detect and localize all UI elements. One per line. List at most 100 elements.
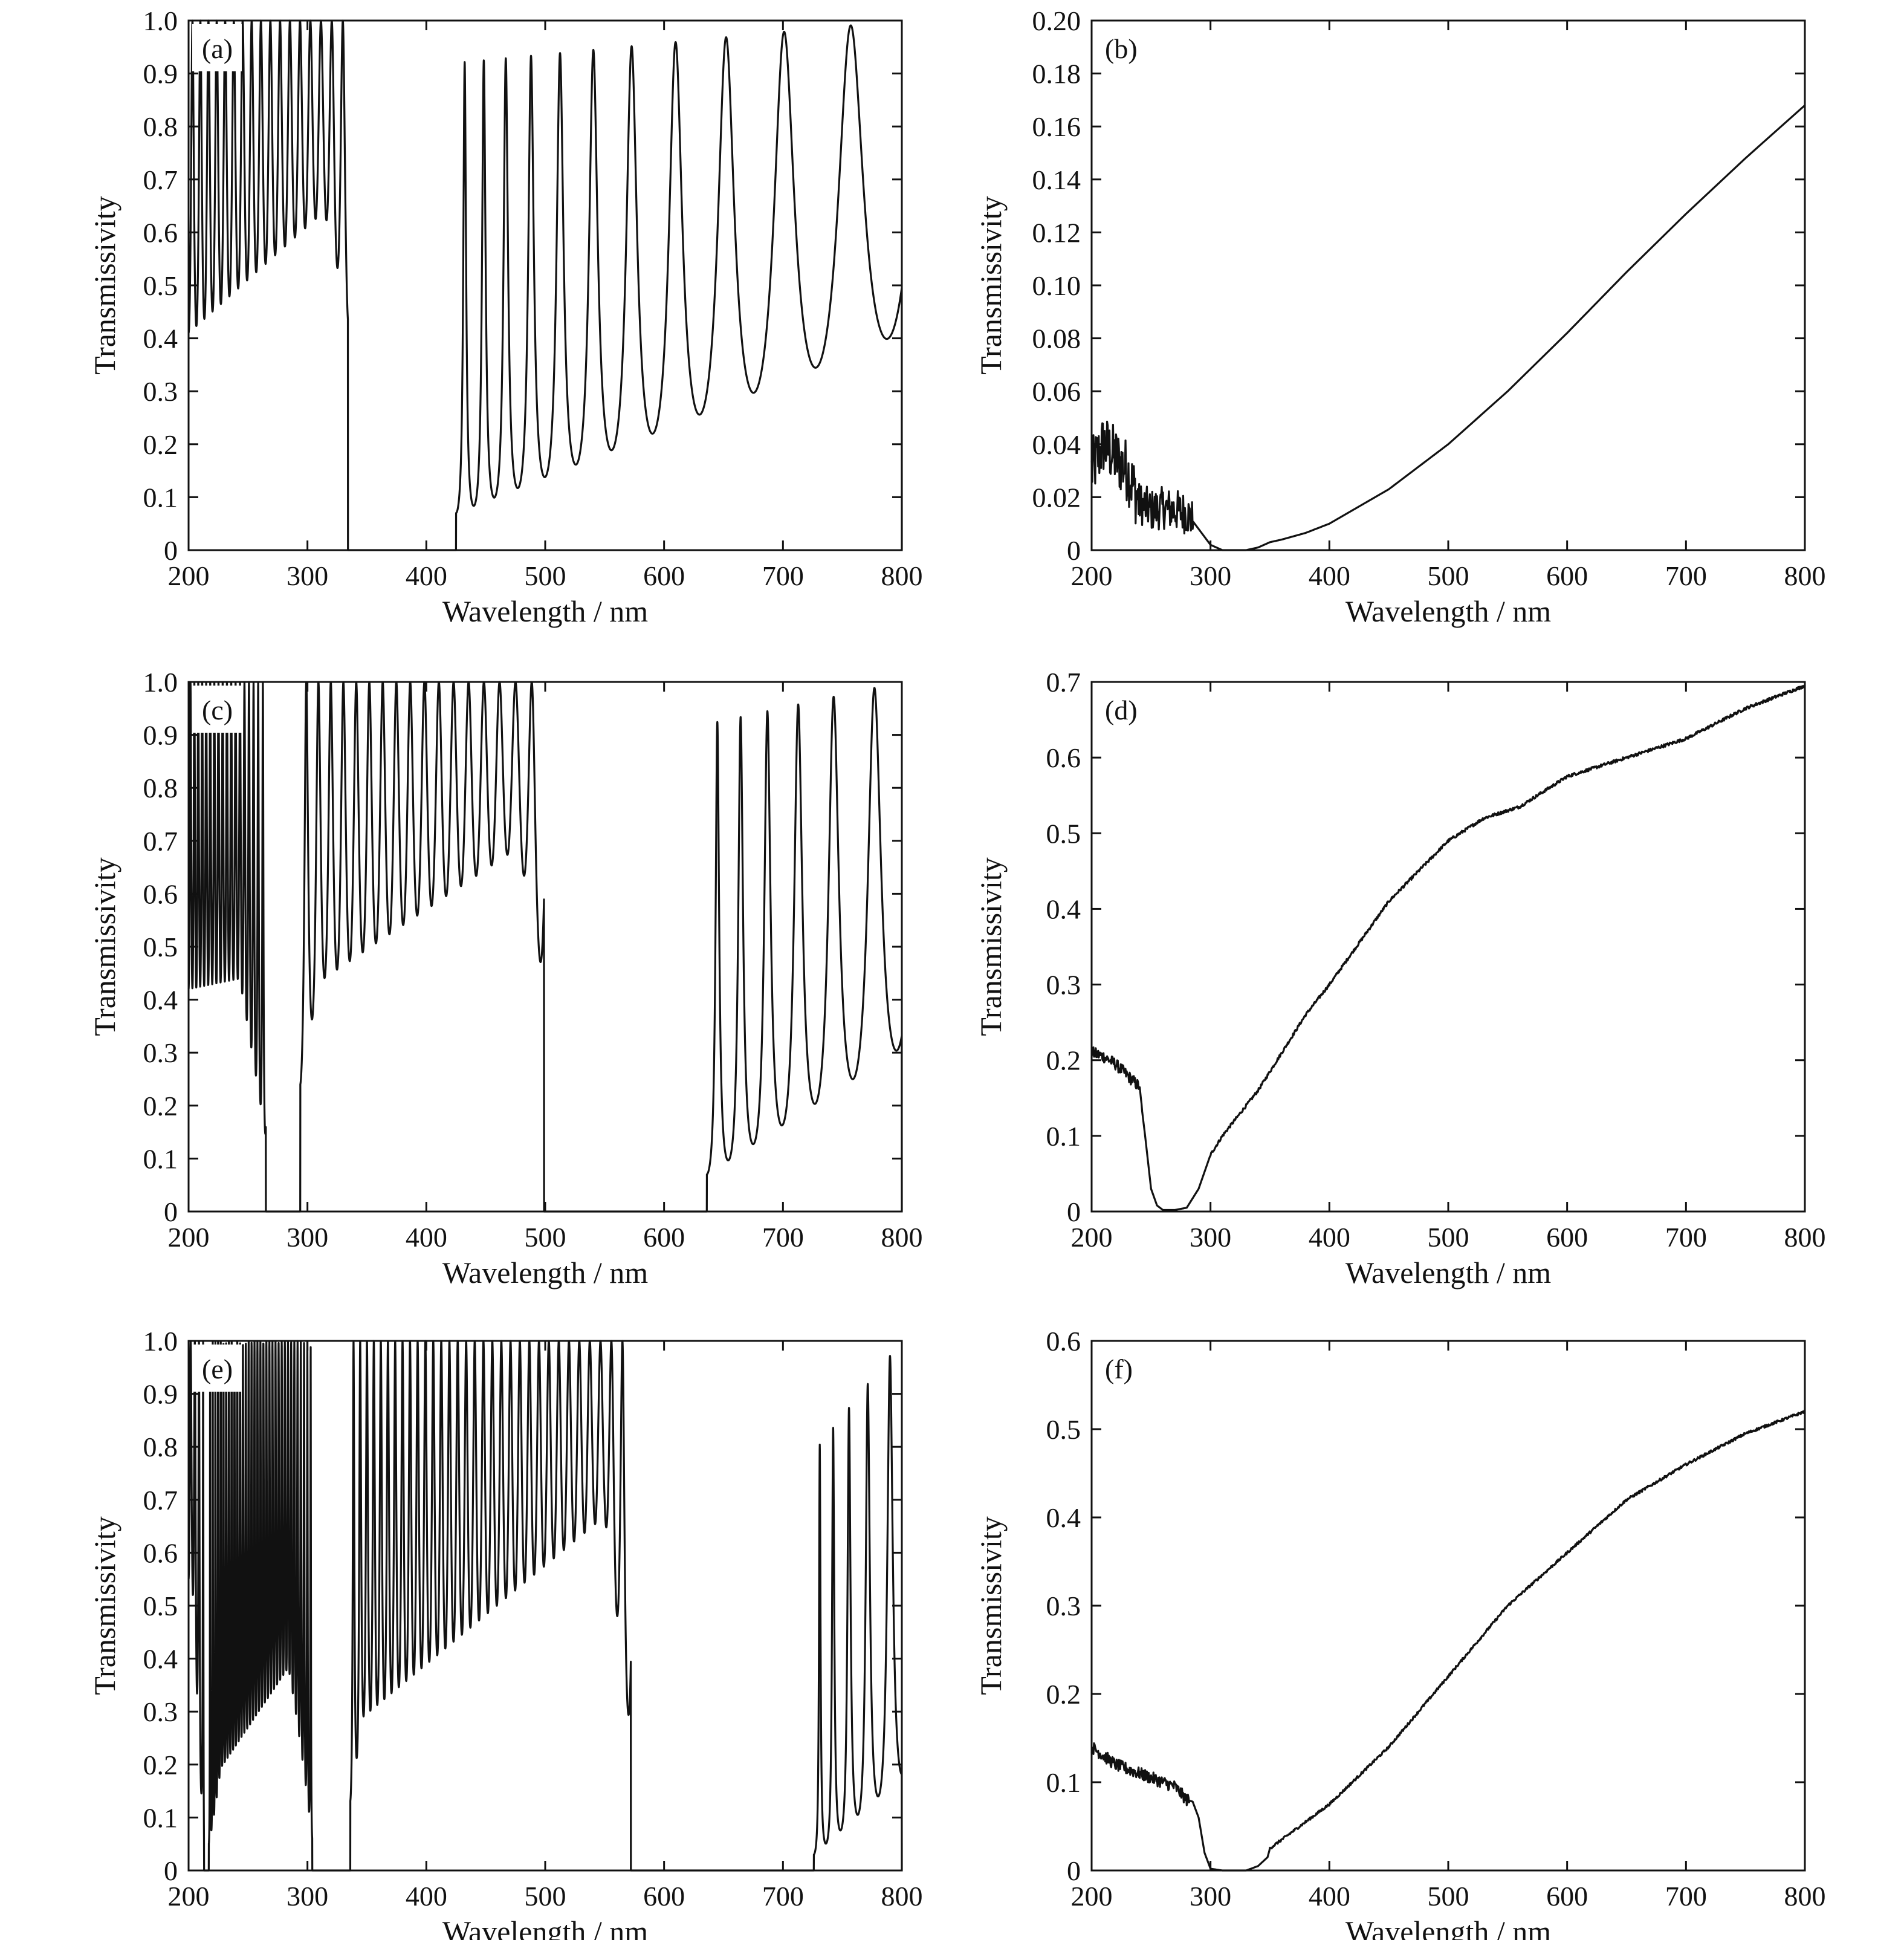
x-tick-label: 600 bbox=[643, 560, 685, 591]
x-tick-label: 500 bbox=[525, 560, 566, 591]
y-tick-label: 0.3 bbox=[143, 1037, 178, 1068]
x-tick-label: 700 bbox=[762, 1222, 804, 1253]
series-line-e bbox=[187, 1340, 903, 1872]
panel-tag-background bbox=[1095, 1345, 1145, 1392]
x-tick-label: 800 bbox=[1784, 1222, 1826, 1253]
x-tick-label: 800 bbox=[1784, 1881, 1826, 1912]
x-tick-label: 600 bbox=[643, 1222, 685, 1253]
x-axis-label: Wavelength / nm bbox=[1345, 1915, 1551, 1940]
y-tick-label: 0.3 bbox=[1046, 970, 1081, 1001]
y-tick-label: 0.1 bbox=[1046, 1767, 1081, 1798]
y-tick-label: 0.2 bbox=[143, 429, 178, 460]
panel-b: 200 300 400 500 600 700 800 0 0.02 0.04 0.06 0.08 0.… bbox=[974, 5, 1826, 628]
y-tick-label: 0.2 bbox=[143, 1750, 178, 1780]
y-tick-label: 1.0 bbox=[143, 5, 178, 36]
x-tick-label: 400 bbox=[406, 1881, 447, 1912]
panel-tag-background bbox=[1095, 686, 1145, 733]
x-tick-label: 200 bbox=[168, 560, 210, 591]
y-tick-label: 0.4 bbox=[1046, 894, 1081, 924]
y-axis-label: Transmissivity bbox=[974, 1516, 1008, 1695]
x-tick-label: 400 bbox=[1309, 560, 1350, 591]
y-tick-label: 0.2 bbox=[1046, 1679, 1081, 1710]
y-tick-label: 0.2 bbox=[1046, 1045, 1081, 1076]
y-tick-label: 0.10 bbox=[1032, 270, 1081, 301]
panel-tag-f: (f) bbox=[1105, 1354, 1133, 1384]
series-line-b bbox=[1090, 104, 1806, 551]
y-tick-label: 0.1 bbox=[143, 1143, 178, 1174]
x-tick-label: 600 bbox=[1546, 1222, 1588, 1253]
y-tick-label: 0.4 bbox=[143, 323, 178, 354]
x-axis-label: Wavelength / nm bbox=[442, 1256, 648, 1290]
panel-f: 200 300 400 500 600 700 800 0 0.1 0.2 0.3 0.4 0.5 0.6… bbox=[974, 1326, 1826, 1940]
panel-tag-e: (e) bbox=[202, 1354, 233, 1384]
y-tick-label: 0.9 bbox=[143, 720, 178, 751]
x-tick-label: 500 bbox=[1428, 1881, 1469, 1912]
x-tick-label: 500 bbox=[525, 1881, 566, 1912]
y-tick-label: 0 bbox=[164, 1855, 178, 1886]
y-tick-label: 0 bbox=[1067, 1855, 1081, 1886]
y-axis-label: Transmissivity bbox=[88, 857, 121, 1036]
plot-frame-f bbox=[1090, 1340, 1806, 1872]
y-tick-label: 0 bbox=[164, 535, 178, 566]
x-tick-label: 800 bbox=[881, 1222, 923, 1253]
plot-frame-d bbox=[1090, 681, 1806, 1213]
x-tick-label: 700 bbox=[762, 560, 804, 591]
panel-tag-background bbox=[192, 1345, 242, 1392]
series-line-a bbox=[187, 19, 903, 551]
y-tick-label: 0 bbox=[164, 1196, 178, 1227]
y-tick-label: 0.7 bbox=[1046, 667, 1081, 698]
x-tick-label: 800 bbox=[1784, 560, 1826, 591]
y-tick-label: 0.2 bbox=[143, 1091, 178, 1121]
x-tick-label: 600 bbox=[1546, 1881, 1588, 1912]
y-tick-label: 0 bbox=[1067, 535, 1081, 566]
y-tick-label: 0.14 bbox=[1032, 164, 1081, 195]
panel-a: 200 300 400 500 600 700 800 0 0.1 0.2 0.3 0.4 0.5 0.6… bbox=[88, 5, 923, 628]
y-tick-label: 0.5 bbox=[143, 1591, 178, 1621]
y-tick-label: 0.02 bbox=[1032, 482, 1081, 513]
x-tick-label: 400 bbox=[406, 560, 447, 591]
panel-tag-background bbox=[1095, 24, 1145, 71]
y-tick-label: 0.7 bbox=[143, 1485, 178, 1516]
y-tick-label: 0.04 bbox=[1032, 429, 1081, 460]
y-axis-label: Transmissivity bbox=[88, 1516, 121, 1695]
x-tick-label: 400 bbox=[1309, 1222, 1350, 1253]
x-tick-label: 400 bbox=[406, 1222, 447, 1253]
y-tick-label: 0.1 bbox=[143, 482, 178, 513]
y-tick-label: 0.6 bbox=[143, 217, 178, 248]
y-tick-label: 0.4 bbox=[143, 1644, 178, 1675]
y-tick-label: 0.6 bbox=[1046, 1326, 1081, 1357]
panel-d: 200 300 400 500 600 700 800 0 0.1 0.2 0.3 0.4 0.5 0.6… bbox=[974, 667, 1826, 1290]
y-tick-label: 0.3 bbox=[143, 1696, 178, 1727]
y-axis-label: Transmissivity bbox=[974, 857, 1008, 1036]
panel-tag-background bbox=[192, 24, 242, 71]
series-line-d bbox=[1090, 684, 1806, 1212]
x-tick-label: 600 bbox=[1546, 560, 1588, 591]
x-tick-label: 400 bbox=[1309, 1881, 1350, 1912]
y-tick-label: 0.18 bbox=[1032, 59, 1081, 89]
panel-tag-d: (d) bbox=[1105, 695, 1138, 725]
x-tick-label: 300 bbox=[1190, 1222, 1231, 1253]
y-tick-label: 0.1 bbox=[1046, 1121, 1081, 1152]
panel-tag-a: (a) bbox=[202, 33, 233, 64]
panel-tag-c: (c) bbox=[202, 695, 233, 725]
y-tick-label: 0.06 bbox=[1032, 376, 1081, 407]
x-tick-label: 300 bbox=[1190, 1881, 1231, 1912]
y-tick-label: 0.1 bbox=[143, 1802, 178, 1833]
x-tick-label: 700 bbox=[1665, 1881, 1707, 1912]
y-tick-label: 0.5 bbox=[143, 270, 178, 301]
y-tick-label: 0.3 bbox=[1046, 1591, 1081, 1621]
y-tick-label: 1.0 bbox=[143, 667, 178, 698]
x-tick-label: 500 bbox=[1428, 560, 1469, 591]
x-tick-label: 700 bbox=[1665, 560, 1707, 591]
y-tick-label: 0.8 bbox=[143, 773, 178, 803]
x-tick-label: 700 bbox=[1665, 1222, 1707, 1253]
x-tick-label: 800 bbox=[881, 1881, 923, 1912]
y-tick-label: 0.6 bbox=[143, 1537, 178, 1568]
x-axis-label: Wavelength / nm bbox=[1345, 1256, 1551, 1290]
x-tick-label: 500 bbox=[1428, 1222, 1469, 1253]
x-axis-label: Wavelength / nm bbox=[442, 594, 648, 628]
x-tick-label: 300 bbox=[1190, 560, 1231, 591]
y-tick-label: 0.4 bbox=[143, 985, 178, 1016]
x-axis-label: Wavelength / nm bbox=[442, 1915, 648, 1940]
